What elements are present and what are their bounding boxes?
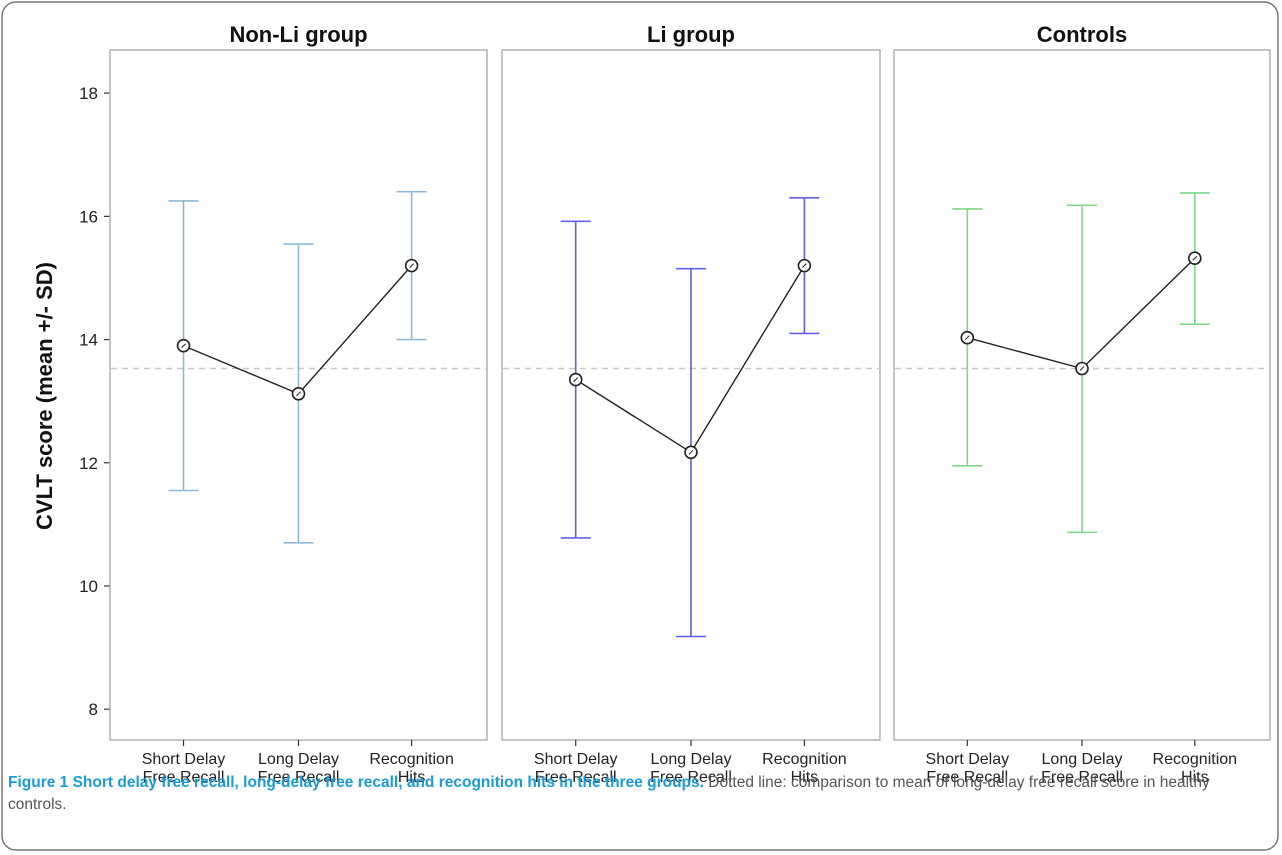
mean-point-mark bbox=[1192, 255, 1198, 261]
caption-text: Dotted line: comparison to mean of long-… bbox=[8, 774, 1210, 813]
y-tick-label: 16 bbox=[79, 207, 98, 226]
mean-point-mark bbox=[573, 377, 579, 382]
x-tick-label: Recognition bbox=[369, 751, 454, 768]
x-tick-label: Free Recall bbox=[535, 769, 617, 786]
y-tick-label: 8 bbox=[89, 700, 98, 719]
x-tick-label: Long Delay bbox=[258, 751, 339, 768]
x-tick-label: Hits bbox=[398, 769, 426, 786]
x-tick-label: Free Recall bbox=[926, 769, 1008, 786]
x-tick-label: Free Recall bbox=[258, 769, 340, 786]
mean-point-mark bbox=[296, 391, 301, 397]
y-tick-label: 10 bbox=[79, 577, 98, 596]
y-axis: 8 10 12 14 16 18 bbox=[79, 84, 110, 719]
x-tick-label: Short Delay bbox=[142, 751, 226, 768]
mean-line bbox=[967, 257, 1196, 370]
x-tick-label: Long Delay bbox=[651, 751, 732, 768]
x-tick-label: Recognition bbox=[1153, 751, 1238, 768]
y-axis-label: CVLT score (mean +/- SD) bbox=[32, 262, 57, 530]
y-tick-label: 12 bbox=[79, 454, 98, 473]
y-tick-label: 14 bbox=[79, 331, 98, 350]
x-tick-label: Short Delay bbox=[534, 751, 618, 768]
x-tick-label: Free Recall bbox=[143, 769, 225, 786]
x-tick-label: Hits bbox=[791, 769, 819, 786]
y-tick-label: 18 bbox=[79, 84, 98, 103]
panel-title: Li group bbox=[647, 22, 735, 47]
figure-caption: Figure 1 Short delay free recall, long-d… bbox=[8, 772, 1270, 816]
caption-title: Figure 1 Short delay free recall, long-d… bbox=[8, 774, 704, 791]
panel-title: Controls bbox=[1037, 22, 1127, 47]
mean-point-mark bbox=[688, 449, 694, 455]
mean-point-mark bbox=[802, 263, 807, 268]
mean-line bbox=[183, 265, 413, 395]
panel-title: Non-Li group bbox=[229, 22, 367, 47]
mean-line bbox=[575, 265, 805, 454]
x-tick-label: Short Delay bbox=[926, 751, 1010, 768]
x-tick-label: Free Recall bbox=[1041, 769, 1123, 786]
x-tick-label: Free Recall bbox=[650, 769, 732, 786]
x-tick-label: Hits bbox=[1181, 769, 1209, 786]
mean-point-mark bbox=[181, 343, 186, 349]
mean-point-mark bbox=[964, 335, 970, 341]
mean-point-mark bbox=[409, 263, 414, 268]
x-tick-label: Long Delay bbox=[1042, 751, 1123, 768]
mean-point-mark bbox=[1079, 366, 1085, 371]
x-tick-label: Recognition bbox=[762, 751, 847, 768]
